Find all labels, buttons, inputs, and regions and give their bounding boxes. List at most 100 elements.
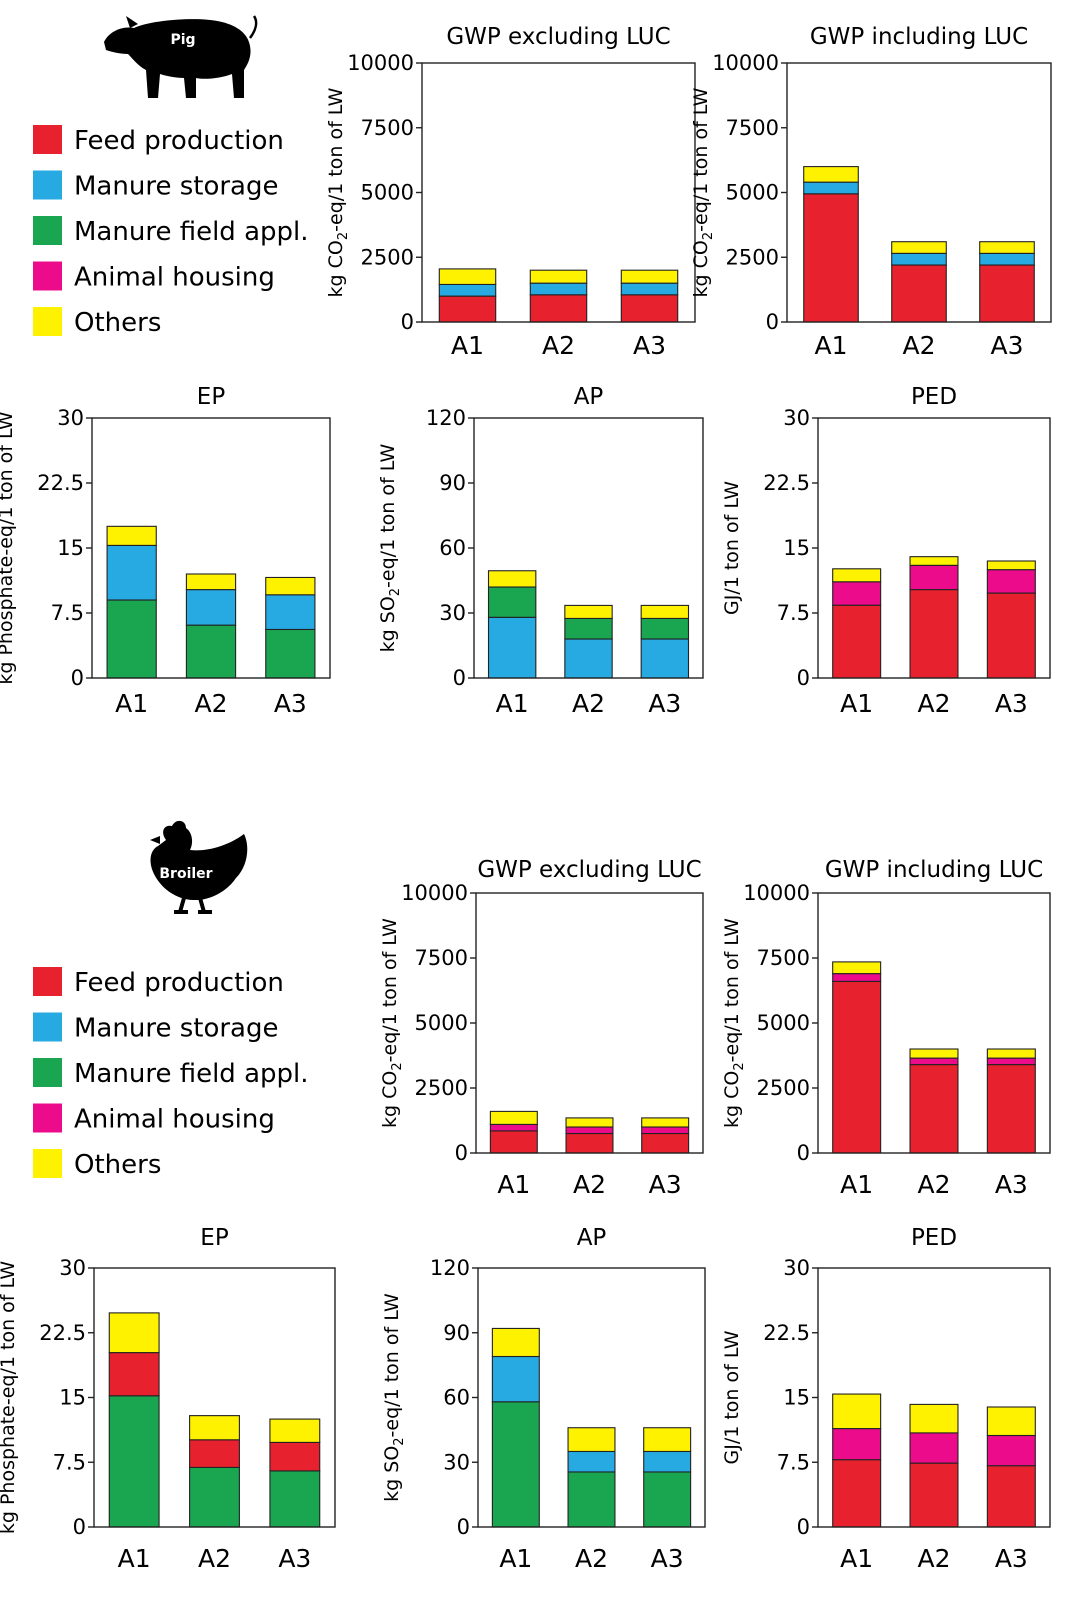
- legend-label: Others: [74, 1150, 161, 1180]
- legend-label: Animal housing: [74, 263, 275, 293]
- x-tick-label: A3: [995, 689, 1028, 718]
- y-tick-label: 90: [443, 1321, 470, 1345]
- y-tick-label: 10000: [712, 51, 779, 75]
- bar-segment-a1-others: [106, 525, 157, 546]
- y-tick-label: 7.5: [51, 601, 84, 625]
- legend-label: Animal housing: [74, 1105, 275, 1135]
- y-axis-label: kg SO2-eq/1 ton of LW: [381, 1293, 407, 1502]
- x-tick-label: A3: [649, 1170, 682, 1199]
- bar-segment-a1-manure-field-appl: [491, 1401, 540, 1528]
- bar-segment-a3-feed-production: [986, 1064, 1036, 1154]
- y-tick-label: 2500: [361, 245, 414, 269]
- bar-segment-a1-manure-storage: [803, 181, 859, 195]
- bar-segment-a1-others: [803, 166, 859, 183]
- x-tick-label: A2: [917, 1170, 950, 1199]
- bar-segment-a2-others: [185, 573, 237, 591]
- bar-segment-a2-manure-field-appl: [185, 624, 237, 679]
- bar-segment-a1-animal-housing: [832, 973, 882, 982]
- legend-swatch-manure-storage: [33, 1012, 62, 1042]
- y-tick-label: 15: [59, 1386, 86, 1410]
- bar-segment-a1-others: [489, 1110, 538, 1125]
- x-tick-label: A3: [278, 1544, 311, 1573]
- bar-segment-a1-others: [832, 1393, 882, 1430]
- bar-segment-a2-feed-production: [909, 1064, 959, 1154]
- chart-pig-gwp-including-luc: GWP including LUC A1 A2 A3 0 2500 5000 7500 1000…: [690, 24, 1052, 360]
- y-tick-label: 2500: [415, 1076, 468, 1100]
- bar-segment-a1-manure-storage: [487, 616, 537, 679]
- bar-segment-a3-manure-storage: [979, 252, 1035, 266]
- y-tick-label: 120: [430, 1256, 470, 1280]
- broiler-chicken-icon: Broiler: [150, 820, 248, 914]
- y-tick-label: 15: [783, 536, 810, 560]
- bar-segment-a1-manure-storage: [106, 544, 157, 601]
- y-tick-label: 0: [766, 310, 779, 334]
- bar-segment-a1-manure-field-appl: [106, 599, 157, 679]
- y-tick-label: 7500: [361, 116, 414, 140]
- y-axis-label: kg CO2-eq/1 ton of LW: [690, 87, 716, 297]
- legend-swatch-feed-production: [33, 967, 62, 996]
- y-axis-label: kg SO2-eq/1 ton of LW: [377, 443, 403, 652]
- y-tick-label: 7.5: [53, 1450, 86, 1474]
- legend-swatch-others: [33, 1149, 62, 1178]
- y-tick-label: 0: [455, 1141, 468, 1165]
- x-tick-label: A2: [902, 331, 935, 360]
- x-tick-label: A2: [194, 689, 227, 718]
- bar-segment-a3-manure-field-appl: [640, 617, 690, 640]
- bar-segment-a2-manure-field-appl: [564, 617, 613, 640]
- y-tick-label: 30: [57, 406, 84, 430]
- bar-segment-a3-animal-housing: [986, 1057, 1036, 1066]
- y-tick-label: 7500: [757, 946, 810, 970]
- y-tick-label: 10000: [401, 881, 468, 905]
- bar-segment-a1-feed-production: [832, 1459, 882, 1528]
- legend-label: Manure storage: [74, 172, 278, 202]
- bar-segment-a1-animal-housing: [832, 581, 882, 606]
- bar-segment-a1-animal-housing: [832, 1428, 882, 1461]
- bar-segment-a3-manure-storage: [620, 282, 679, 296]
- bar-segment-a2-feed-production: [891, 264, 947, 323]
- chart-title: GWP excluding LUC: [477, 857, 701, 883]
- y-tick-label: 22.5: [763, 1321, 810, 1345]
- bar-segment-a2-manure-field-appl: [567, 1471, 616, 1528]
- chart-broiler-gwp-excluding-luc: GWP excluding LUC A1 A2 A3 0 2500 5000 7500 1000…: [379, 857, 704, 1199]
- x-tick-label: A2: [575, 1544, 608, 1573]
- y-tick-label: 30: [439, 601, 466, 625]
- bar-segment-a3-feed-production: [620, 294, 679, 323]
- y-tick-label: 90: [439, 471, 466, 495]
- chart-pig-ped: PED A1 A2 A3 0 7.5 15 22.5 30 GJ/1 ton of LW: [721, 384, 1051, 718]
- legend-label: Feed production: [74, 968, 284, 998]
- y-tick-label: 7.5: [777, 601, 810, 625]
- broiler-label: Broiler: [159, 866, 212, 882]
- bar-segment-a3-manure-field-appl: [265, 628, 316, 679]
- bar-segment-a2-animal-housing: [565, 1126, 614, 1135]
- y-tick-label: 22.5: [37, 471, 84, 495]
- x-tick-label: A1: [814, 331, 847, 360]
- legend-swatch-manure-field-appl: [33, 1058, 62, 1087]
- bar-segment-a3-others: [643, 1427, 692, 1453]
- x-tick-label: A3: [633, 331, 666, 360]
- y-tick-label: 2500: [726, 245, 779, 269]
- bar-segment-a3-others: [269, 1418, 321, 1443]
- bar-segment-a3-manure-storage: [265, 594, 316, 631]
- y-tick-label: 5000: [757, 1011, 810, 1035]
- bar-segment-a1-feed-production: [489, 1130, 538, 1154]
- chart-broiler-ap: AP A1 A2 A3 0 30 60 90 120 kg SO2-eq/1 ton of LW: [381, 1225, 706, 1573]
- bar-segment-a3-others: [986, 1406, 1036, 1437]
- x-tick-label: A3: [990, 331, 1023, 360]
- bar-segment-a2-feed-production: [909, 1462, 959, 1528]
- bar-segment-a3-animal-housing: [641, 1126, 690, 1135]
- x-tick-label: A1: [840, 689, 873, 718]
- y-tick-label: 10000: [347, 51, 414, 75]
- bar-segment-a2-manure-storage: [564, 638, 613, 679]
- legend-swatch-manure-field-appl: [33, 216, 62, 245]
- bar-segment-a1-manure-storage: [438, 283, 497, 297]
- bar-segment-a1-feed-production: [108, 1352, 160, 1397]
- x-tick-label: A2: [917, 1544, 950, 1573]
- bar-segment-a2-feed-production: [529, 294, 588, 323]
- legend-label: Manure field appl.: [74, 217, 309, 247]
- y-tick-label: 0: [797, 1515, 810, 1539]
- bar-segment-a3-manure-storage: [643, 1450, 692, 1473]
- bar-segment-a3-others: [641, 1117, 690, 1128]
- bar-segment-a1-animal-housing: [489, 1123, 538, 1132]
- bar-segment-a3-feed-production: [269, 1441, 321, 1472]
- y-tick-label: 0: [457, 1515, 470, 1539]
